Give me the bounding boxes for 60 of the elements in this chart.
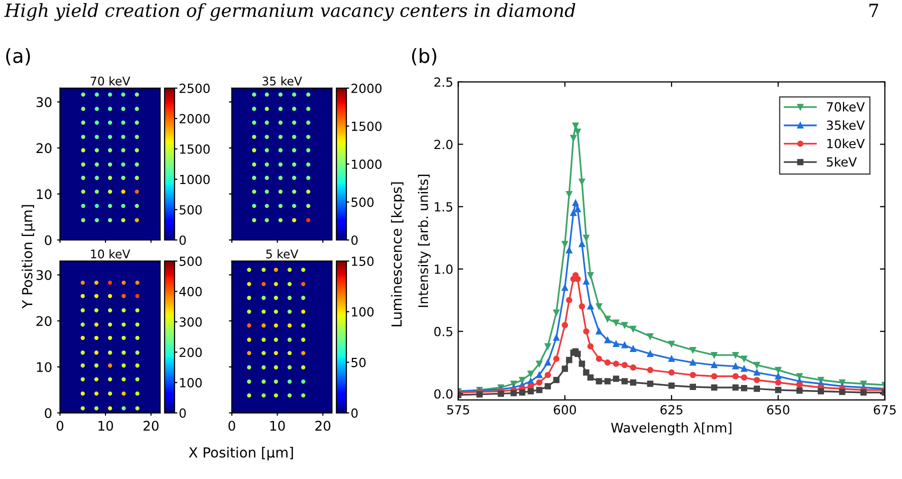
y-tick-label: 10 bbox=[37, 189, 52, 200]
color-bar-label: 1000 bbox=[352, 160, 382, 169]
y-tick-label: 0.0 bbox=[434, 389, 453, 399]
color-bar-label: 500 bbox=[180, 205, 202, 215]
color-bar-title: Luminescence [kcps] bbox=[391, 182, 405, 326]
y-axis-title: Y Position [µm] bbox=[22, 205, 36, 309]
color-bar-label: 2000 bbox=[180, 114, 210, 124]
color-bar-label: 100 bbox=[352, 307, 374, 317]
x-tick-label: 20 bbox=[144, 420, 159, 431]
x-tick-label: 10 bbox=[270, 420, 285, 431]
chart-title: 5 keV bbox=[266, 249, 298, 258]
color-bar-label: 1500 bbox=[180, 144, 210, 154]
x-axis-title: X Position [µm] bbox=[188, 446, 293, 460]
text: High yield creation of germanium vacancy centers in diamond bbox=[4, 3, 576, 21]
color-bar-label: 0 bbox=[180, 235, 186, 245]
color-bar-label: 1500 bbox=[352, 122, 382, 132]
color-bar-label: 0 bbox=[351, 235, 358, 245]
color-bar-label: 50 bbox=[352, 358, 366, 368]
color-bar-label: 500 bbox=[180, 256, 202, 266]
y-tick-label: 20 bbox=[36, 316, 52, 326]
text: (b) bbox=[412, 48, 436, 66]
text: 7 bbox=[869, 4, 878, 17]
color-bar-label: 300 bbox=[180, 317, 202, 327]
color-bar-label: 150 bbox=[352, 256, 374, 266]
chart-title: 70 keV bbox=[90, 76, 130, 86]
x-tick-label: 575 bbox=[447, 405, 470, 414]
chart-title: 10 keV bbox=[91, 249, 130, 258]
x-tick-label: 0 bbox=[228, 420, 236, 431]
color-bar-label: 200 bbox=[180, 348, 202, 358]
color-bar-label: 2500 bbox=[180, 84, 210, 94]
x-axis-title: Wavelength λ[nm] bbox=[611, 422, 732, 436]
y-tick-label: 1.0 bbox=[434, 264, 453, 274]
color-bar-label: 400 bbox=[179, 286, 202, 296]
color-bar-label: 2000 bbox=[351, 84, 382, 94]
y-axis-title: Intensity [arb. units] bbox=[418, 174, 431, 307]
chart-title: 35 keV bbox=[262, 76, 302, 86]
y-tick-label: 0 bbox=[44, 235, 52, 246]
legend-label: 5keV bbox=[826, 156, 857, 167]
x-tick-label: 10 bbox=[98, 420, 114, 431]
y-tick-label: 2.0 bbox=[434, 140, 453, 150]
x-tick-label: 20 bbox=[315, 420, 330, 431]
y-tick-label: 20 bbox=[36, 143, 52, 154]
x-tick-label: 675 bbox=[874, 405, 896, 414]
y-tick-label: 2.5 bbox=[434, 77, 452, 87]
y-tick-label: 1.5 bbox=[434, 202, 452, 212]
y-tick-label: 0.5 bbox=[434, 326, 452, 336]
legend-label: 35keV bbox=[826, 120, 865, 130]
color-bar-label: 1000 bbox=[180, 174, 210, 184]
x-tick-label: 600 bbox=[554, 405, 576, 414]
y-tick-label: 30 bbox=[36, 270, 52, 280]
x-tick-label: 625 bbox=[660, 405, 682, 414]
color-bar-label: 500 bbox=[352, 197, 374, 207]
legend-label: 70keV bbox=[826, 102, 865, 112]
y-tick-label: 30 bbox=[36, 97, 52, 108]
legend-label: 10keV bbox=[827, 138, 865, 148]
text: (a) bbox=[6, 48, 30, 66]
x-tick-label: 0 bbox=[56, 420, 64, 431]
color-bar-label: 100 bbox=[180, 378, 202, 388]
y-tick-label: 10 bbox=[37, 362, 52, 372]
x-tick-label: 650 bbox=[767, 405, 790, 414]
